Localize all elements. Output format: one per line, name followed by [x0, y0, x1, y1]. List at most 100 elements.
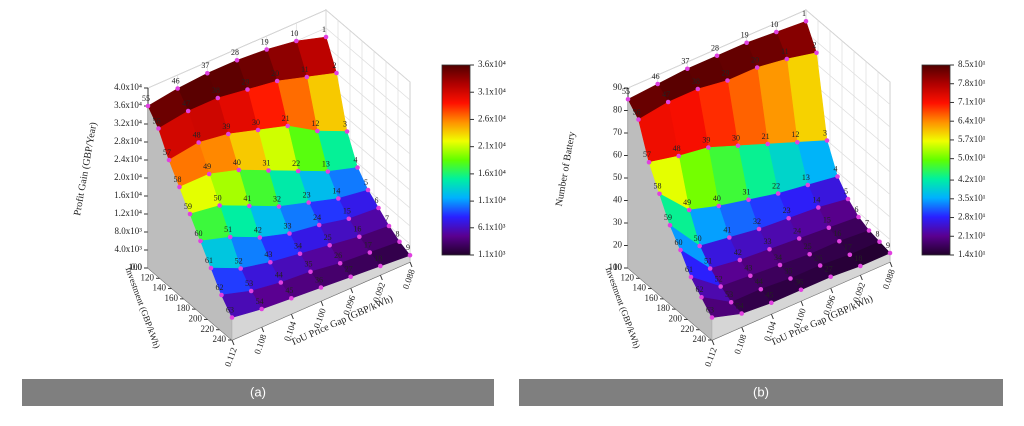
data-point — [346, 216, 352, 222]
point-label: 3 — [823, 128, 827, 137]
z-tick-label: 30 — [613, 217, 623, 227]
point-label: 19 — [261, 37, 269, 46]
x-tick-label: 0.088 — [880, 267, 896, 290]
data-point — [748, 273, 753, 279]
data-point — [266, 168, 271, 173]
x-tick — [741, 326, 745, 333]
point-label: 61 — [685, 265, 693, 274]
point-label: 55 — [622, 87, 630, 96]
data-point — [699, 294, 704, 300]
data-point — [323, 34, 329, 40]
data-point — [264, 47, 269, 52]
data-point — [746, 197, 751, 203]
point-label: 1 — [322, 25, 326, 34]
data-point — [714, 53, 720, 59]
point-label: 33 — [764, 237, 772, 246]
point-label: 28 — [231, 48, 239, 57]
point-label: 59 — [184, 202, 192, 211]
data-point — [308, 269, 313, 275]
data-point — [187, 211, 193, 217]
point-label: 49 — [683, 198, 691, 207]
data-point — [805, 182, 811, 188]
colorbar — [441, 64, 471, 256]
caption-bar — [519, 379, 1003, 406]
point-label: 5 — [364, 178, 368, 187]
data-point — [234, 57, 240, 63]
data-point — [817, 263, 823, 268]
point-label: 45 — [285, 286, 293, 295]
point-label: 12 — [311, 119, 319, 128]
data-point — [304, 74, 310, 80]
point-label: 7 — [385, 214, 389, 223]
point-label: 18 — [854, 254, 862, 263]
x-tick — [711, 339, 715, 346]
data-point — [344, 129, 350, 134]
point-label: 47 — [182, 99, 190, 108]
point-label: 9 — [886, 241, 890, 250]
data-point — [268, 259, 273, 265]
point-label: 10 — [290, 29, 298, 38]
point-label: 57 — [163, 148, 171, 157]
point-label: 40 — [233, 158, 241, 167]
data-point — [205, 70, 210, 76]
point-label: 6 — [375, 196, 379, 205]
point-label: 6 — [855, 205, 859, 214]
data-point — [695, 86, 701, 92]
colorbar-tick-label: 2.8x10¹ — [958, 212, 986, 222]
data-point — [365, 187, 371, 193]
x-tick-label: 0.108 — [732, 332, 748, 355]
data-point — [236, 167, 242, 173]
data-point — [227, 234, 233, 240]
point-label: 58 — [654, 182, 662, 191]
point-label: 27 — [345, 265, 353, 274]
data-point — [208, 265, 214, 271]
point-label: 46 — [172, 76, 180, 85]
data-point — [337, 260, 343, 266]
data-point — [357, 234, 362, 240]
colorbar — [921, 64, 951, 256]
data-point — [219, 292, 224, 298]
data-point — [744, 40, 749, 46]
data-point — [686, 207, 692, 213]
point-label: 24 — [793, 226, 801, 235]
data-point — [775, 191, 781, 196]
colorbar-tick-label: 2.6x10⁴ — [478, 114, 506, 124]
z-tick-label: 2.8x10⁴ — [114, 136, 142, 146]
colorbar-tick-label: 3.1x10⁴ — [478, 86, 506, 96]
point-label: 36 — [315, 275, 323, 284]
point-label: 23 — [303, 190, 311, 199]
data-point — [376, 205, 381, 211]
point-label: 23 — [783, 206, 791, 215]
point-label: 53 — [245, 279, 253, 288]
data-point — [316, 222, 322, 228]
data-point — [355, 165, 360, 170]
point-label: 52 — [235, 256, 243, 265]
data-point — [707, 266, 713, 271]
point-label: 5 — [844, 187, 848, 196]
point-label: 62 — [216, 283, 224, 292]
point-label: 27 — [825, 265, 833, 274]
point-label: 8 — [396, 230, 400, 239]
point-label: 57 — [643, 150, 651, 159]
z-axis-title: Number of Battery — [554, 131, 578, 207]
colorbar-tick-label: 6.1x10³ — [478, 222, 506, 232]
data-point — [247, 203, 252, 209]
data-point — [367, 250, 373, 255]
point-label: 59 — [664, 213, 672, 222]
z-tick-label: 8.0x10³ — [115, 226, 143, 236]
point-label: 15 — [823, 216, 831, 225]
point-label: 56 — [153, 116, 161, 125]
data-point — [676, 153, 681, 159]
point-label: 24 — [313, 213, 321, 222]
y-tick-label: 240 — [693, 334, 707, 344]
data-point — [665, 99, 671, 105]
z-tick-label: 3.2x10⁴ — [114, 118, 142, 128]
z-tick-label: 4.0x10³ — [115, 244, 143, 254]
data-point — [196, 140, 201, 145]
point-label: 62 — [696, 285, 704, 294]
data-point — [774, 29, 779, 35]
point-label: 35 — [785, 266, 793, 275]
caption: (b) — [753, 384, 769, 399]
data-point — [728, 299, 734, 305]
